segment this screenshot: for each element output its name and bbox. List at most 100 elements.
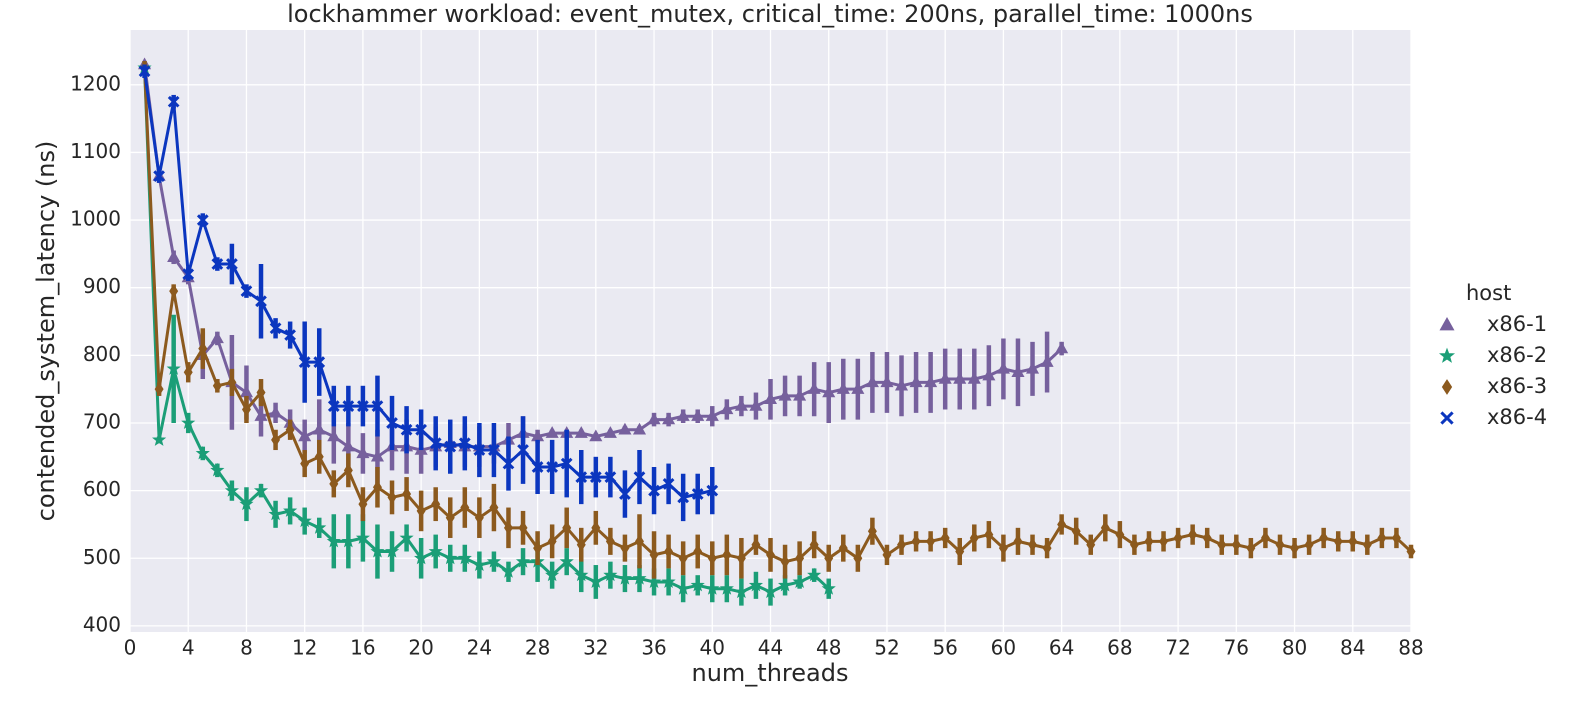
data-point [676,581,691,595]
y-tick-label: 400 [83,612,121,636]
legend-marker [1439,316,1455,331]
data-point [545,426,559,438]
data-point [387,490,397,505]
data-point [1319,531,1329,545]
data-point [198,341,208,356]
x-tick-label: 72 [1165,636,1190,660]
data-point [517,444,529,456]
legend-label: x86-2 [1487,343,1547,367]
data-point [662,478,675,490]
data-point [545,567,560,582]
data-point [166,361,181,375]
data-point [619,488,631,500]
legend-label: x86-1 [1487,312,1547,336]
data-point [588,574,603,588]
x-axis-label: num_threads [692,659,849,687]
data-point [662,412,676,425]
data-point [341,439,355,452]
data-point [1025,361,1040,374]
data-point [167,95,180,108]
data-point [763,584,778,599]
data-point [515,554,531,568]
data-point [415,423,427,436]
data-point [751,537,761,552]
x-tick-label: 24 [467,636,492,660]
data-point [313,356,326,368]
data-point [254,409,268,421]
series-line [143,64,1063,459]
data-point [676,409,690,421]
data-point [269,405,283,418]
x-tick-label: 48 [816,636,841,660]
x-tick-label: 52 [874,636,899,660]
data-point [181,415,196,429]
data-point [1231,537,1241,552]
data-point [634,534,644,549]
data-point [691,409,705,421]
y-tick-label: 1000 [70,207,121,231]
data-point [298,356,311,368]
data-point [1260,531,1270,545]
data-point [327,429,341,442]
data-point [414,550,429,565]
x-tick-label: 20 [408,636,433,660]
data-point [138,65,151,78]
data-point [329,476,339,491]
data-point [911,534,921,549]
data-point [677,491,690,504]
data-point [589,429,603,442]
data-point [298,429,312,442]
data-point [224,483,239,497]
data-point [691,488,704,500]
data-point [255,295,267,308]
data-point [457,550,472,565]
data-point [253,483,269,497]
data-point [488,444,500,456]
data-point [605,534,615,549]
data-point [1290,541,1300,556]
data-point [1348,534,1358,549]
data-point [1304,537,1314,552]
data-point [865,375,879,388]
data-point [326,533,341,548]
data-point [838,541,848,556]
data-point [1275,537,1285,552]
data-point [1391,531,1401,545]
data-point [1028,537,1038,552]
x-tick-label: 64 [1049,636,1074,660]
data-point [297,513,312,528]
data-point [1202,531,1212,545]
data-point [284,329,296,341]
data-point [1071,524,1081,539]
data-point [705,581,720,595]
data-point [402,487,412,501]
data-point [533,541,543,556]
data-point [853,551,863,566]
data-point [183,365,193,380]
data-point [399,530,414,544]
grid [129,30,1412,632]
data-point [327,400,340,412]
data-point [576,537,586,552]
x-tick-label: 16 [350,636,375,660]
data-point [574,567,589,582]
data-point [719,581,734,595]
data-point [560,457,573,470]
legend-marker [1440,411,1454,425]
data-point [384,544,400,558]
data-point [531,461,544,473]
data-point [661,574,676,588]
data-point [1129,537,1139,552]
data-point [821,581,836,595]
data-point [269,322,282,335]
data-point [429,437,442,450]
data-point [167,250,181,262]
x-tick-label: 28 [525,636,550,660]
data-point [518,520,528,535]
data-point [632,571,647,585]
data-point [736,551,746,566]
x-tick-label: 40 [700,636,725,660]
data-point [443,550,458,565]
data-point [239,496,254,511]
